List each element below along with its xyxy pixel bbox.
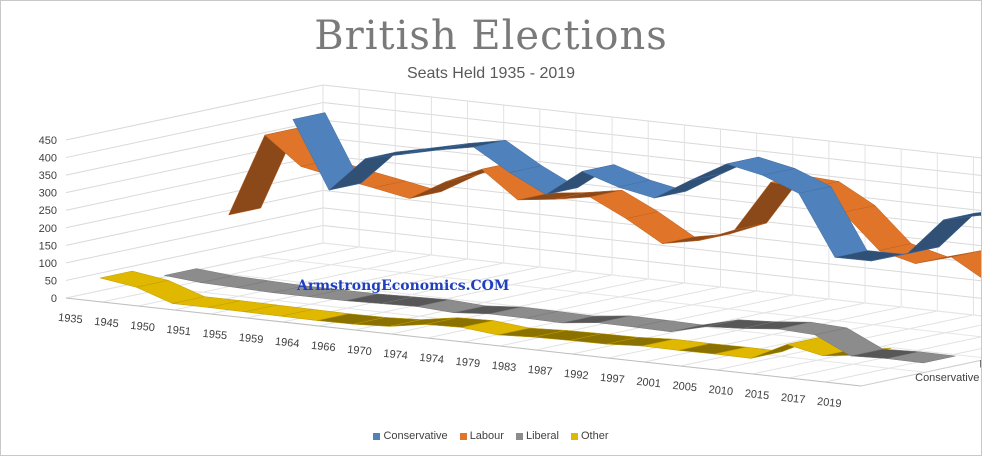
x-tick-label: 2015 xyxy=(744,388,770,402)
y-tick-label: 400 xyxy=(39,153,57,165)
y-axis-ticks: 0 50 100 150 200 250 300 350 400 450 xyxy=(39,135,57,305)
watermark: ArmstrongEconomics.COM xyxy=(297,278,510,294)
x-tick-label: 1974 xyxy=(419,352,445,366)
gridline-depth xyxy=(322,242,981,317)
wall-edge xyxy=(860,359,981,387)
legend: Conservative Labour Liberal Other xyxy=(1,430,981,442)
x-tick-label: 1950 xyxy=(130,320,156,334)
series-labour xyxy=(228,127,981,278)
legend-item-liberal: Liberal xyxy=(515,430,559,442)
y-tick-label: 250 xyxy=(39,205,57,217)
x-axis-line xyxy=(65,297,862,387)
y-tick-label: 100 xyxy=(39,258,57,270)
x-tick-label: 1955 xyxy=(202,328,228,342)
chart-title: British Elections xyxy=(314,13,668,59)
x-tick-label: 1945 xyxy=(94,316,120,330)
x-tick-label: 1970 xyxy=(347,344,373,358)
gridline-back xyxy=(322,84,981,159)
x-tick-label: 2019 xyxy=(816,396,842,410)
y-tick-label: 350 xyxy=(39,170,57,182)
x-tick-label: 1935 xyxy=(58,312,84,326)
gridline-side xyxy=(65,172,324,229)
legend-item-other: Other xyxy=(570,430,609,442)
x-tick-label: 1964 xyxy=(274,336,300,350)
x-tick-label: 1951 xyxy=(166,324,192,338)
gridline-side xyxy=(65,154,324,211)
y-tick-label: 300 xyxy=(39,188,57,200)
legend-item-labour: Labour xyxy=(459,430,504,442)
x-tick-label: 2017 xyxy=(780,392,806,406)
legend-label: Other xyxy=(580,430,609,442)
x-tick-label: 1992 xyxy=(563,368,589,382)
y-tick-label: 200 xyxy=(39,223,57,235)
legend-label: Labour xyxy=(469,430,504,442)
legend-item-conservative: Conservative xyxy=(373,430,448,442)
gridline-side xyxy=(65,119,324,176)
gridline-side xyxy=(65,84,324,141)
series-ribbons xyxy=(100,112,981,364)
legend-swatch xyxy=(515,432,523,440)
legend-swatch xyxy=(459,432,467,440)
legend-label: Conservative xyxy=(383,430,448,442)
x-tick-label: 2005 xyxy=(672,380,698,394)
ribbon-segment xyxy=(906,212,977,255)
legend-swatch xyxy=(373,432,381,440)
ribbon-segment xyxy=(915,250,981,264)
x-tick-label: 1979 xyxy=(455,356,481,370)
x-tick-label: 1959 xyxy=(238,332,264,346)
ribbon-segment xyxy=(365,147,434,159)
x-tick-label: 1983 xyxy=(491,360,517,374)
depth-label: Conservative xyxy=(915,372,979,384)
series-conservative xyxy=(292,112,981,262)
gridline-side xyxy=(65,207,324,264)
ribbon-segment xyxy=(979,214,981,217)
gridline-side xyxy=(65,189,324,246)
legend-label: Liberal xyxy=(525,430,559,442)
y-tick-label: 450 xyxy=(39,135,57,147)
x-tick-label: 2001 xyxy=(636,376,662,390)
depth-axis-labels: OtherLiberalLabourConservative xyxy=(915,358,981,384)
y-tick-label: 50 xyxy=(45,275,57,287)
x-tick-label: 1997 xyxy=(600,372,626,386)
series-other xyxy=(100,270,892,359)
gridline-side xyxy=(65,102,324,159)
x-tick-label: 1974 xyxy=(383,348,409,362)
y-tick-label: 0 xyxy=(51,293,57,305)
x-axis-ticks: 1935 1945 1950 1951 1955 1959 1964 1966 1970 1974… xyxy=(58,312,842,410)
y-tick-label: 150 xyxy=(39,240,57,252)
series-liberal xyxy=(164,268,956,364)
ribbon-segment xyxy=(887,351,956,364)
ribbon-segment xyxy=(943,212,981,221)
chart-subtitle: Seats Held 1935 - 2019 xyxy=(406,65,576,82)
depth-label: Labour xyxy=(979,358,981,370)
gridline-side xyxy=(65,224,324,281)
x-tick-label: 1987 xyxy=(527,364,553,378)
x-tick-label: 2010 xyxy=(708,384,734,398)
ribbon-segment xyxy=(950,250,981,278)
legend-swatch xyxy=(570,432,578,440)
x-tick-label: 1966 xyxy=(311,340,337,354)
chart-plot: 0 50 100 150 200 250 300 350 400 450 1935 1945 1950… xyxy=(39,84,981,410)
gridline-depth xyxy=(258,256,981,338)
